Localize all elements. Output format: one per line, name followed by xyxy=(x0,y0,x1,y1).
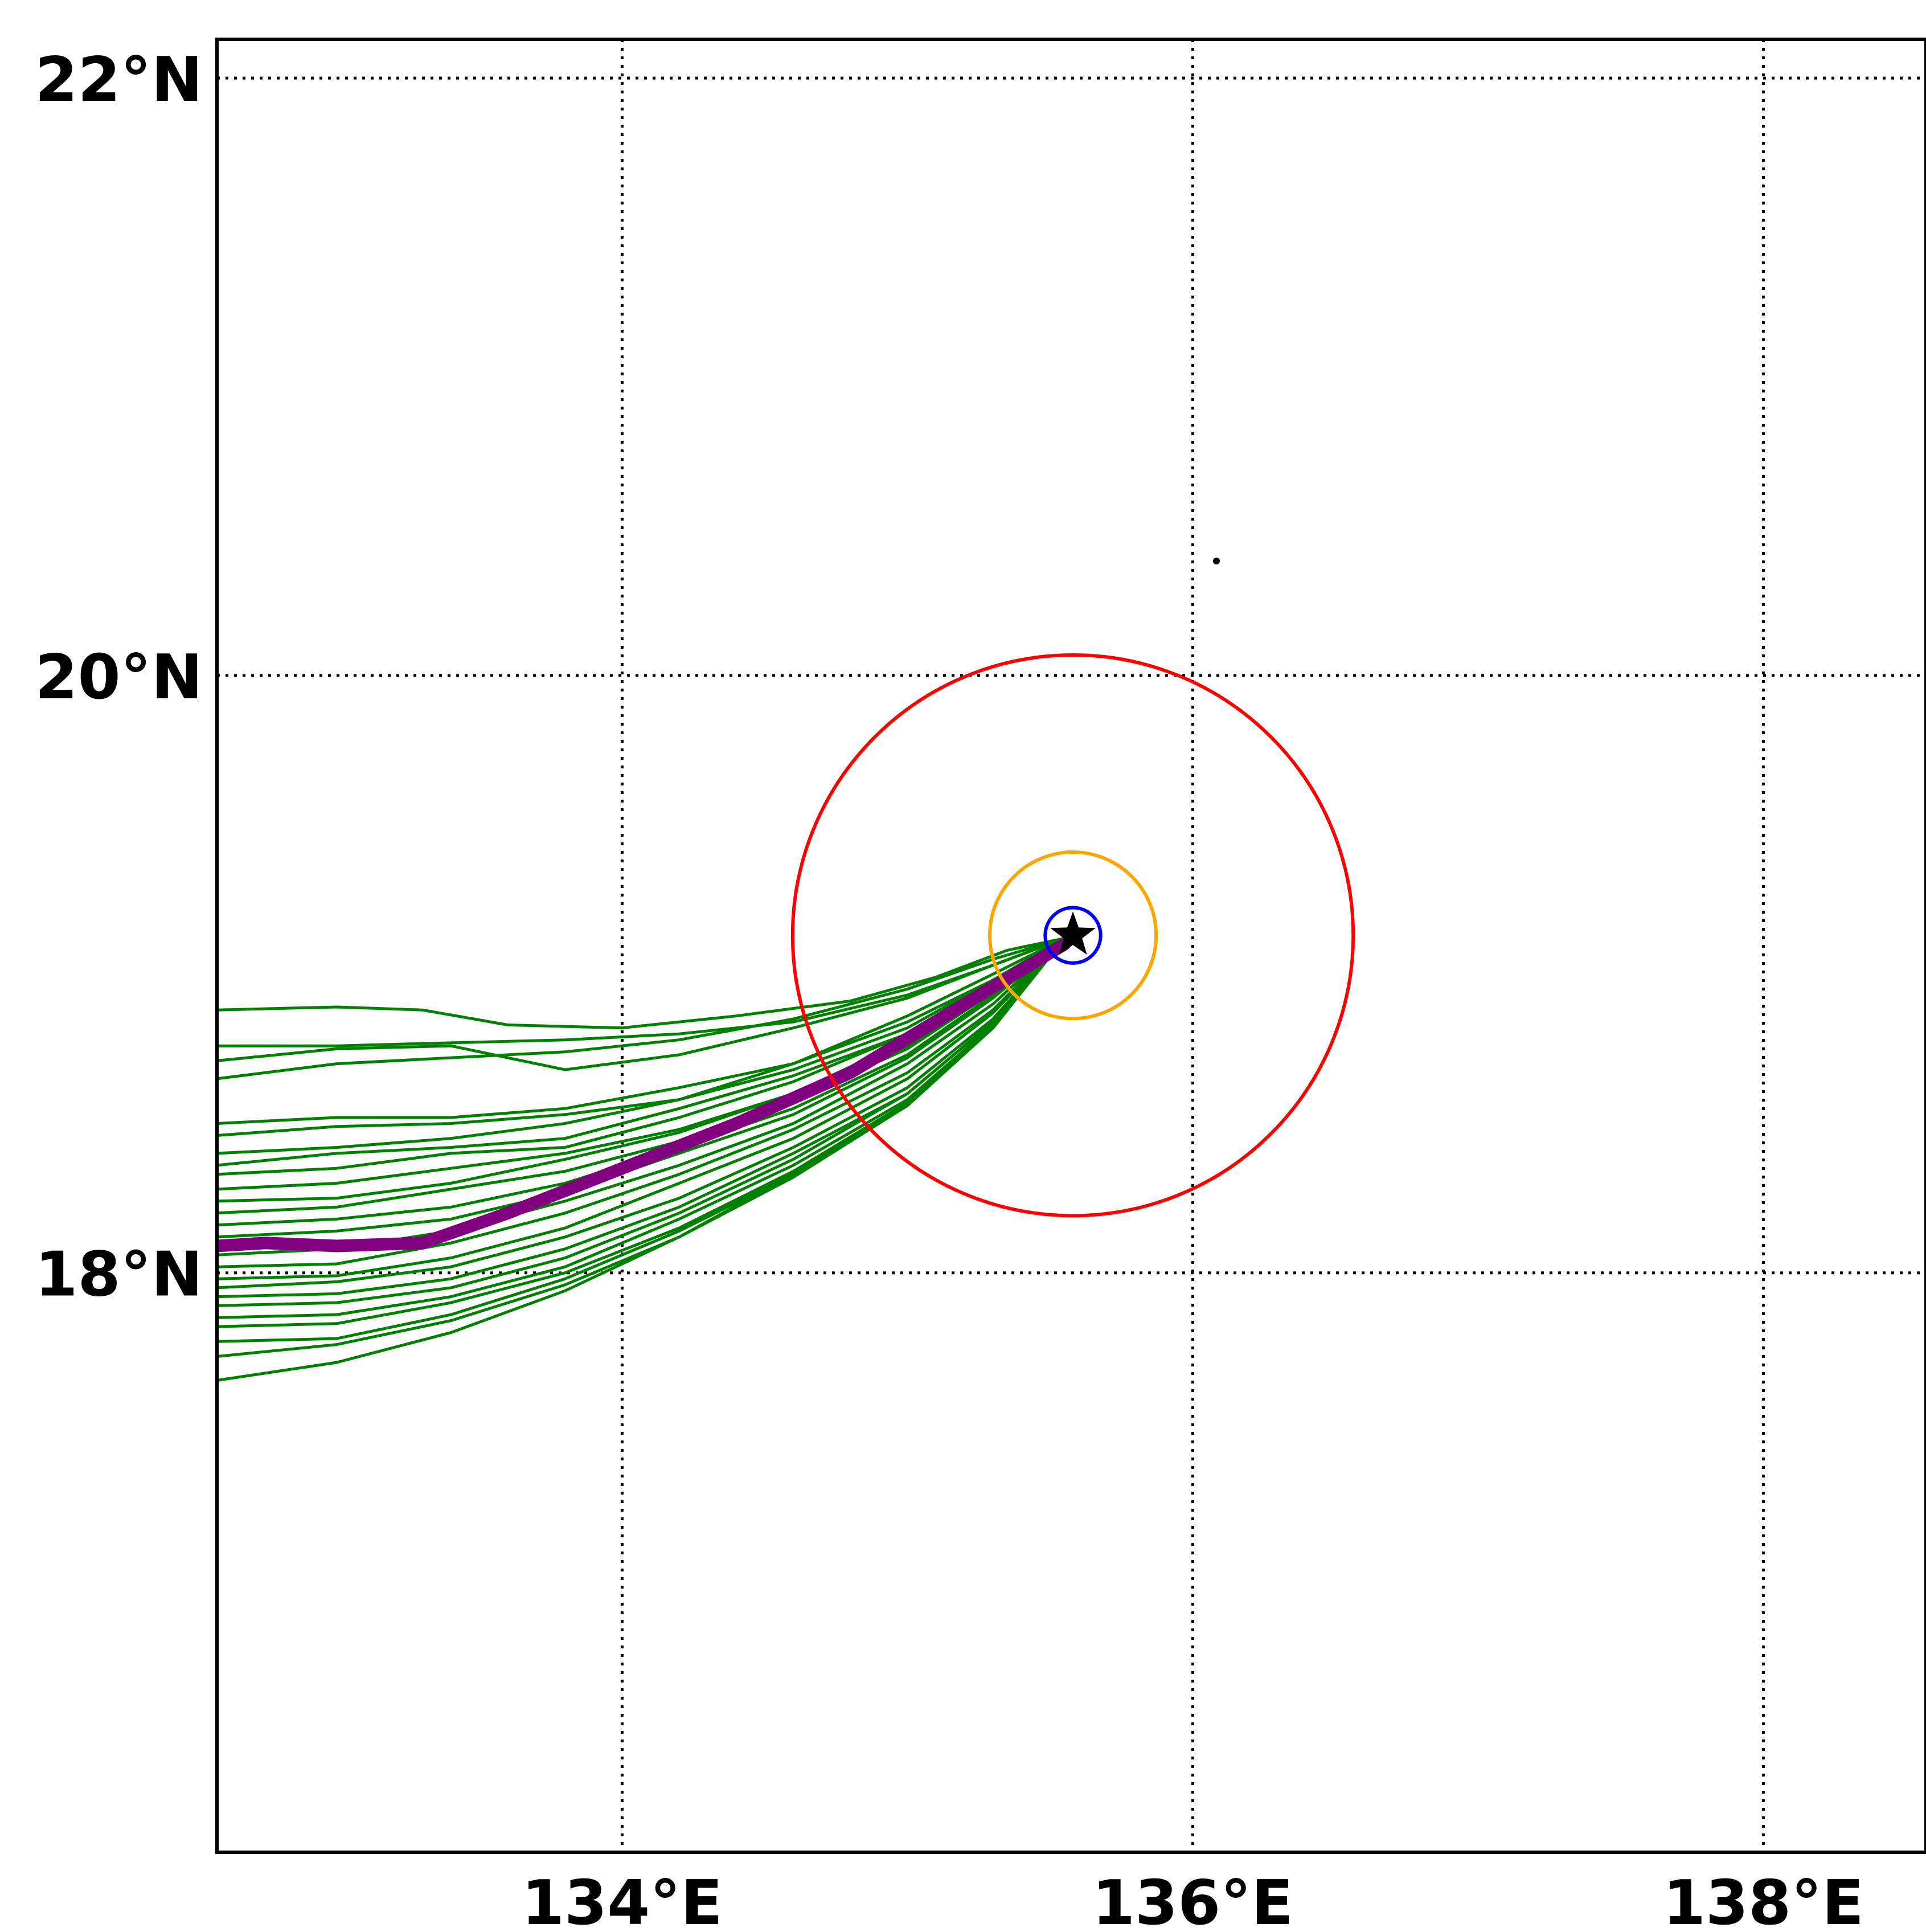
lon-tick-label: 138°E xyxy=(1663,1868,1864,1932)
blue-ring xyxy=(1043,906,1103,965)
ensemble-tracks xyxy=(217,936,1071,1382)
red-ring xyxy=(790,653,1355,1218)
mean-track xyxy=(217,938,1071,1252)
ensemble-track xyxy=(217,937,1066,1307)
uncertainty-rings xyxy=(790,653,1355,1218)
plot-frame xyxy=(215,38,1926,1854)
ensemble-track xyxy=(217,937,1065,1071)
orange-ring xyxy=(987,850,1158,1021)
lat-tick-label: 22°N xyxy=(35,44,203,116)
ensemble-track xyxy=(217,937,1066,1125)
gridlines xyxy=(217,39,1926,1852)
lon-tick-label: 134°E xyxy=(522,1868,723,1932)
ensemble-track xyxy=(217,937,1066,1239)
ensemble-track xyxy=(217,937,1066,1382)
small-dot-marker xyxy=(1213,558,1220,564)
storm-center xyxy=(1050,911,1096,955)
lat-tick-label: 18°N xyxy=(35,1239,203,1311)
ensemble-track xyxy=(217,937,1066,1290)
lon-tick-label: 136°E xyxy=(1092,1868,1293,1932)
ensemble-track xyxy=(217,937,1065,1080)
star-icon xyxy=(1050,911,1096,955)
ensemble-track xyxy=(217,937,1066,1155)
ensemble-track xyxy=(217,936,1065,1030)
ensemble-track xyxy=(217,937,1066,1280)
ensemble-track xyxy=(217,937,1066,1268)
lat-tick-label: 20°N xyxy=(35,642,203,713)
tick-labels: 22°N 20°N 18°N 134°E 136°E 138°E xyxy=(35,44,1864,1932)
